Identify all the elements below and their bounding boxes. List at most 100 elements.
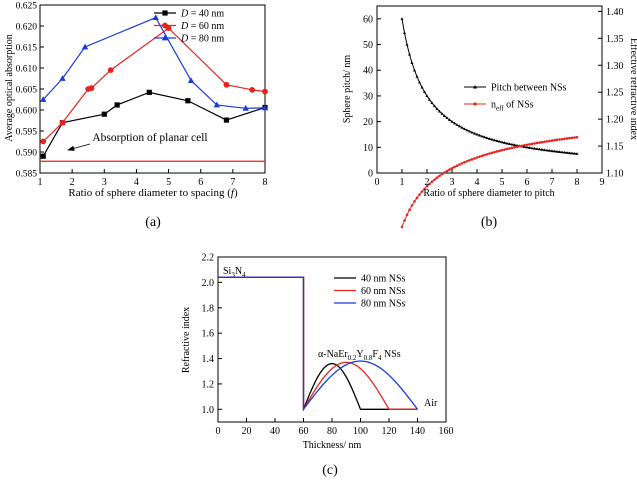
neff-point [518,144,521,148]
neff-point [515,145,519,149]
pitch-point [470,130,474,134]
neff-point [433,178,436,181]
x-tick-label: 7 [550,177,555,188]
legend-label: D = 40 nm [180,9,224,20]
pitch-point [550,149,554,153]
y-tick-label: 40 [363,66,373,77]
neff-point [550,139,554,142]
legend-label: 40 nm NSs [361,274,406,285]
pitch-point [558,150,561,153]
neff-point [520,144,524,148]
data-point [146,89,152,95]
data-point [59,75,66,81]
pitch-point [525,145,529,149]
data-point [223,117,230,123]
data-point [187,77,195,83]
plot-a-area: 1 2 3 4 5 6 7 8 0.585 0.590 0.595 0.600 0.605 0.610 0.… [16,2,269,188]
index-profile-1 [218,276,418,412]
xlabel-var: f [231,187,236,199]
data-point [101,111,107,117]
pitch-point [435,107,439,110]
legend-label: D = 80 nm [180,34,224,45]
x-tick-label: 140 [410,426,425,437]
pitch-point [458,124,461,128]
x-tick-label: 1 [38,177,43,188]
legend-label-var: D [180,34,189,45]
nsp-material-label: α-NaEr0.2Y0.8F4 NSs [318,349,401,362]
y-tick-label: 0.610 [16,65,38,75]
neff-point [508,147,511,150]
planar-cell-annotation: Absorption of planar cell [92,132,207,144]
x-tick-label: 1 [400,177,405,188]
plot-a-xlabel: Ratio of sphere diameter to spacing (f) [68,187,238,199]
pitch-point [543,148,546,152]
pitch-point [418,80,421,84]
y-tick-label: 0.595 [16,128,38,138]
x-tick-label: 160 [439,426,454,437]
pitch-point [565,151,569,154]
pitch-point [503,141,506,144]
pitch-point [523,145,526,148]
y2-tick-label: 1.35 [606,34,624,45]
y-tick-label: 1.2 [202,379,215,390]
plot-b-ylabel: Sphere pitch/ nm [342,55,353,124]
plot-c-frame [217,256,447,423]
x-tick-label: 0 [216,426,221,437]
panel-a-caption: (a) [145,215,161,230]
neff-point [423,187,426,191]
air-label: Air [424,398,438,409]
neff-point [438,174,441,178]
pitch-point [473,131,476,135]
panel-c: 0 20 40 60 80 100 120 140 160 1.0 1.2 1.4 1.6 1.8 2.0 2… [181,253,454,479]
pitch-point [408,52,411,56]
xlabel-part: ) [234,187,238,199]
plot-a-series [40,14,269,162]
pitch-point [438,109,441,113]
panel-c-caption: (c) [322,463,338,478]
x-tick-label: 9 [600,177,605,188]
y-tick-label: 0.615 [16,44,38,54]
y-tick-label: 0.625 [16,2,38,12]
neff-point [463,161,466,164]
pitch-point [488,137,491,140]
neff-point [458,163,461,166]
plot-a-legend: D = 40 nmD = 60 nmD = 80 nm [154,9,224,45]
neff-point [440,172,444,176]
neff-point [485,152,489,156]
data-point [242,104,249,111]
x-tick-label: 2 [425,177,430,188]
pitch-point [468,129,471,133]
pitch-point [413,68,416,72]
y-tick-label: 0 [368,169,373,180]
legend-label-var: D [180,21,189,32]
neff-point [548,139,551,143]
pitch-point [485,136,489,140]
neff-point [408,208,411,212]
y-tick-label: 0.605 [16,86,38,96]
data-point [40,153,46,159]
neff-point [455,164,459,167]
neff-point [488,152,491,155]
pitch-point [463,127,466,131]
neff-point [403,219,406,222]
x-tick-label: 8 [575,177,580,188]
neff-point [483,153,486,157]
pitch-point [433,104,436,108]
legend-label-var: D [180,9,189,20]
pitch-point [508,142,511,146]
neff-point [490,151,494,155]
pitch-point [480,134,484,138]
y-tick-label: 2.0 [202,278,215,289]
neff-point [420,190,424,193]
data-point [249,86,256,93]
neff-point [558,138,561,141]
y2-tick-label: 1.15 [606,142,624,153]
legend-label-value: = 40 nm [188,9,224,20]
neff-point [475,156,479,159]
data-point [81,43,89,50]
legend-marker-neff [473,102,477,106]
index-profile-0 [218,276,418,410]
plot-b-xlabel: Ratio of sphere diameter to pitch [423,188,554,199]
si3n4-label: Si3N4 [223,266,246,279]
y-tick-label: 1.6 [202,329,215,340]
